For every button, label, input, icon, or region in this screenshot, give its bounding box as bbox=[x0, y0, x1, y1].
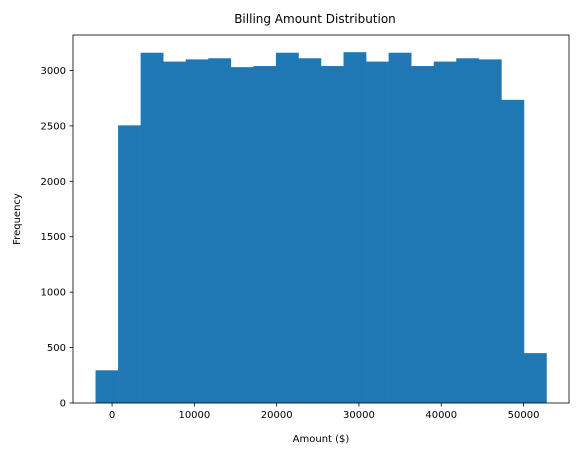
histogram-bar-2 bbox=[140, 52, 164, 403]
x-tick-label-5: 50000 bbox=[508, 410, 540, 421]
x-tick-label-0: 0 bbox=[109, 410, 115, 421]
histogram-bar-18 bbox=[501, 99, 525, 403]
histogram-bar-0 bbox=[95, 370, 119, 403]
histogram-bar-10 bbox=[320, 66, 344, 403]
y-tick-label-4: 2000 bbox=[41, 177, 66, 188]
bars-group bbox=[95, 52, 547, 404]
histogram-bar-7 bbox=[253, 66, 277, 403]
histogram-bar-9 bbox=[298, 58, 322, 403]
histogram-bar-11 bbox=[343, 52, 367, 404]
histogram-bar-19 bbox=[523, 353, 547, 403]
histogram-bar-13 bbox=[388, 52, 412, 403]
chart-title: Billing Amount Distribution bbox=[234, 12, 396, 26]
x-axis-ticks: 0 10000 20000 30000 40000 50000 bbox=[109, 403, 540, 421]
plot-frame bbox=[72, 34, 570, 404]
x-tick-label-2: 20000 bbox=[261, 410, 293, 421]
y-tick-label-3: 1500 bbox=[41, 232, 66, 243]
y-tick-label-1: 500 bbox=[47, 343, 66, 354]
y-tick-label-5: 2500 bbox=[41, 121, 66, 132]
x-tick-label-4: 40000 bbox=[425, 410, 457, 421]
y-tick-label-6: 3000 bbox=[41, 66, 66, 77]
histogram-bar-16 bbox=[456, 58, 480, 403]
histogram-bar-4 bbox=[185, 59, 209, 403]
x-tick-label-3: 30000 bbox=[343, 410, 375, 421]
y-axis-label: Frequency bbox=[12, 193, 23, 245]
histogram-bar-8 bbox=[275, 52, 299, 403]
histogram-bar-3 bbox=[163, 61, 187, 403]
histogram-bar-17 bbox=[478, 59, 502, 403]
histogram-bar-1 bbox=[118, 125, 141, 403]
histogram-bar-5 bbox=[208, 58, 232, 403]
histogram-bar-14 bbox=[411, 66, 435, 403]
y-tick-label-2: 1000 bbox=[41, 288, 66, 299]
histogram-bar-6 bbox=[230, 67, 254, 403]
y-axis-ticks: 0 500 1000 1500 2000 2500 3000 bbox=[41, 66, 73, 410]
histogram-bar-12 bbox=[366, 61, 389, 403]
histogram-bar-15 bbox=[433, 61, 457, 403]
y-tick-label-0: 0 bbox=[60, 399, 66, 410]
x-tick-label-1: 10000 bbox=[178, 410, 210, 421]
x-axis-label: Amount ($) bbox=[293, 434, 350, 445]
